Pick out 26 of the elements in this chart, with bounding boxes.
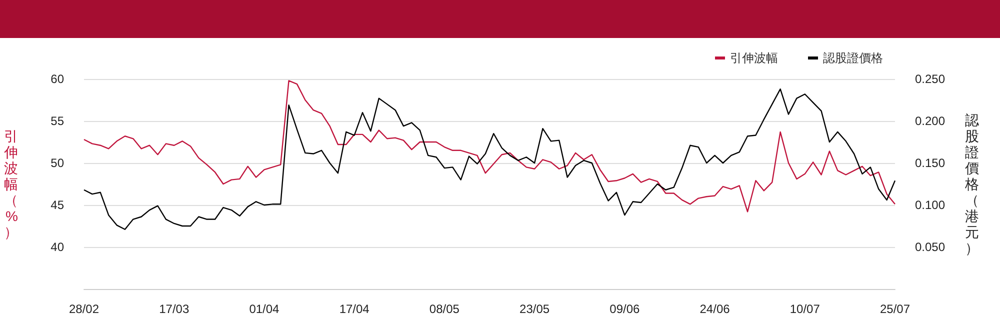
y-tick-label: 40: [50, 240, 64, 254]
y-tick-label: 45: [50, 198, 64, 212]
x-tick-label: 28/02: [68, 302, 100, 316]
x-tick-label: 17/03: [159, 302, 190, 316]
legend-label: 認股證價格: [823, 51, 883, 65]
legend-label: 引伸波幅: [730, 51, 778, 65]
x-tick-label: 24/06: [700, 302, 730, 316]
x-tick-label: 23/05: [520, 302, 550, 316]
x-tick-label: 09/06: [610, 302, 640, 316]
line-series: [83, 88, 896, 230]
x-tick-label: 10/07: [790, 302, 820, 316]
x-tick-label: 17/04: [339, 302, 370, 316]
y-tick-label: 50: [50, 156, 64, 170]
x-tick-label: 01/04: [249, 302, 280, 316]
y2-tick-label: 0.050: [915, 240, 946, 254]
y-axis-title: 引伸波幅（%）: [3, 128, 18, 240]
line-series: [83, 80, 896, 212]
text: 認股證價格（港元）: [965, 112, 979, 256]
y2-tick-label: 0.150: [915, 156, 946, 170]
y-tick-label: 60: [50, 72, 64, 86]
y2-tick-label: 0.250: [915, 72, 946, 86]
y-tick-label: 55: [50, 114, 64, 128]
x-tick-label: 08/05: [429, 302, 460, 316]
y2-tick-label: 0.200: [915, 114, 946, 128]
y2-tick-label: 0.100: [915, 198, 946, 212]
x-tick-label: 25/07: [880, 302, 910, 316]
